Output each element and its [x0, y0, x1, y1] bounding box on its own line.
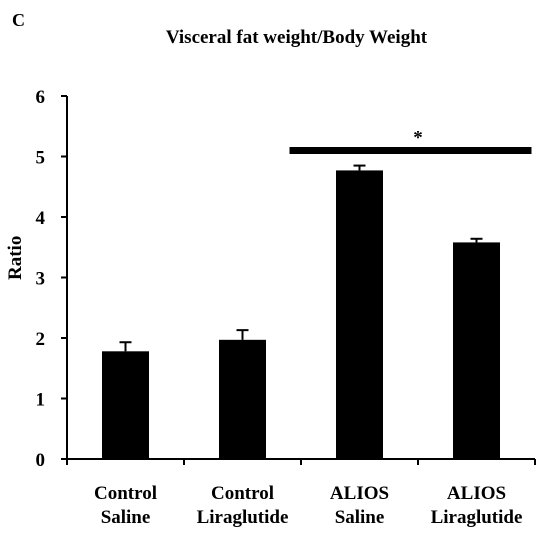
y-tick-label: 2: [36, 329, 46, 350]
panel-letter: C: [12, 10, 25, 30]
y-tick-label: 4: [36, 208, 46, 229]
y-tick-label: 0: [36, 450, 46, 471]
x-category-label: Liraglutide: [197, 507, 289, 528]
y-tick-label: 1: [36, 390, 46, 411]
x-category-label: Saline: [101, 507, 151, 528]
significance-star: *: [413, 127, 423, 148]
x-category-label: Control: [94, 483, 157, 504]
bar: [219, 339, 266, 459]
bar: [453, 242, 500, 459]
x-category-label: Saline: [335, 507, 385, 528]
x-category-label: Control: [211, 483, 274, 504]
bar: [102, 351, 149, 459]
y-tick-label: 6: [36, 87, 46, 108]
y-tick-label: 5: [36, 148, 46, 169]
x-category-label: ALIOS: [330, 483, 389, 504]
x-category-label: Liraglutide: [431, 507, 523, 528]
y-tick-label: 3: [36, 269, 46, 290]
x-category-label: ALIOS: [447, 483, 506, 504]
chart-title: Visceral fat weight/Body Weight: [165, 27, 428, 48]
bar: [336, 170, 383, 460]
